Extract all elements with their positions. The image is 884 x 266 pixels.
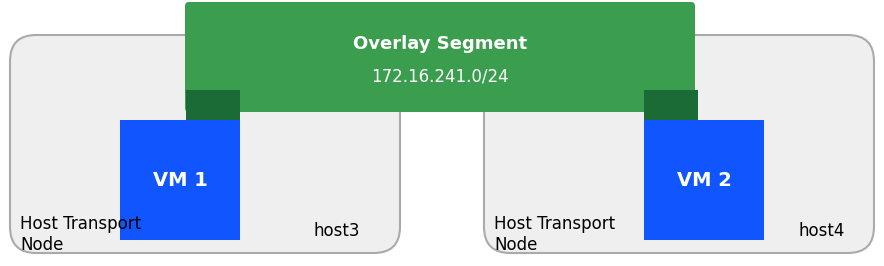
Bar: [186, 90, 240, 120]
Bar: [644, 120, 764, 240]
Text: Overlay Segment: Overlay Segment: [353, 35, 527, 53]
Text: Host Transport
Node: Host Transport Node: [20, 215, 141, 254]
Text: Host Transport
Node: Host Transport Node: [494, 215, 615, 254]
FancyBboxPatch shape: [484, 35, 874, 253]
FancyBboxPatch shape: [10, 35, 400, 253]
Text: 172.16.241.0/24: 172.16.241.0/24: [371, 68, 509, 86]
Text: VM 2: VM 2: [676, 171, 731, 189]
Text: host3: host3: [314, 222, 360, 240]
Text: VM 1: VM 1: [153, 171, 208, 189]
Bar: [644, 90, 698, 120]
FancyBboxPatch shape: [185, 2, 695, 112]
Bar: [120, 120, 240, 240]
Text: host4: host4: [798, 222, 845, 240]
